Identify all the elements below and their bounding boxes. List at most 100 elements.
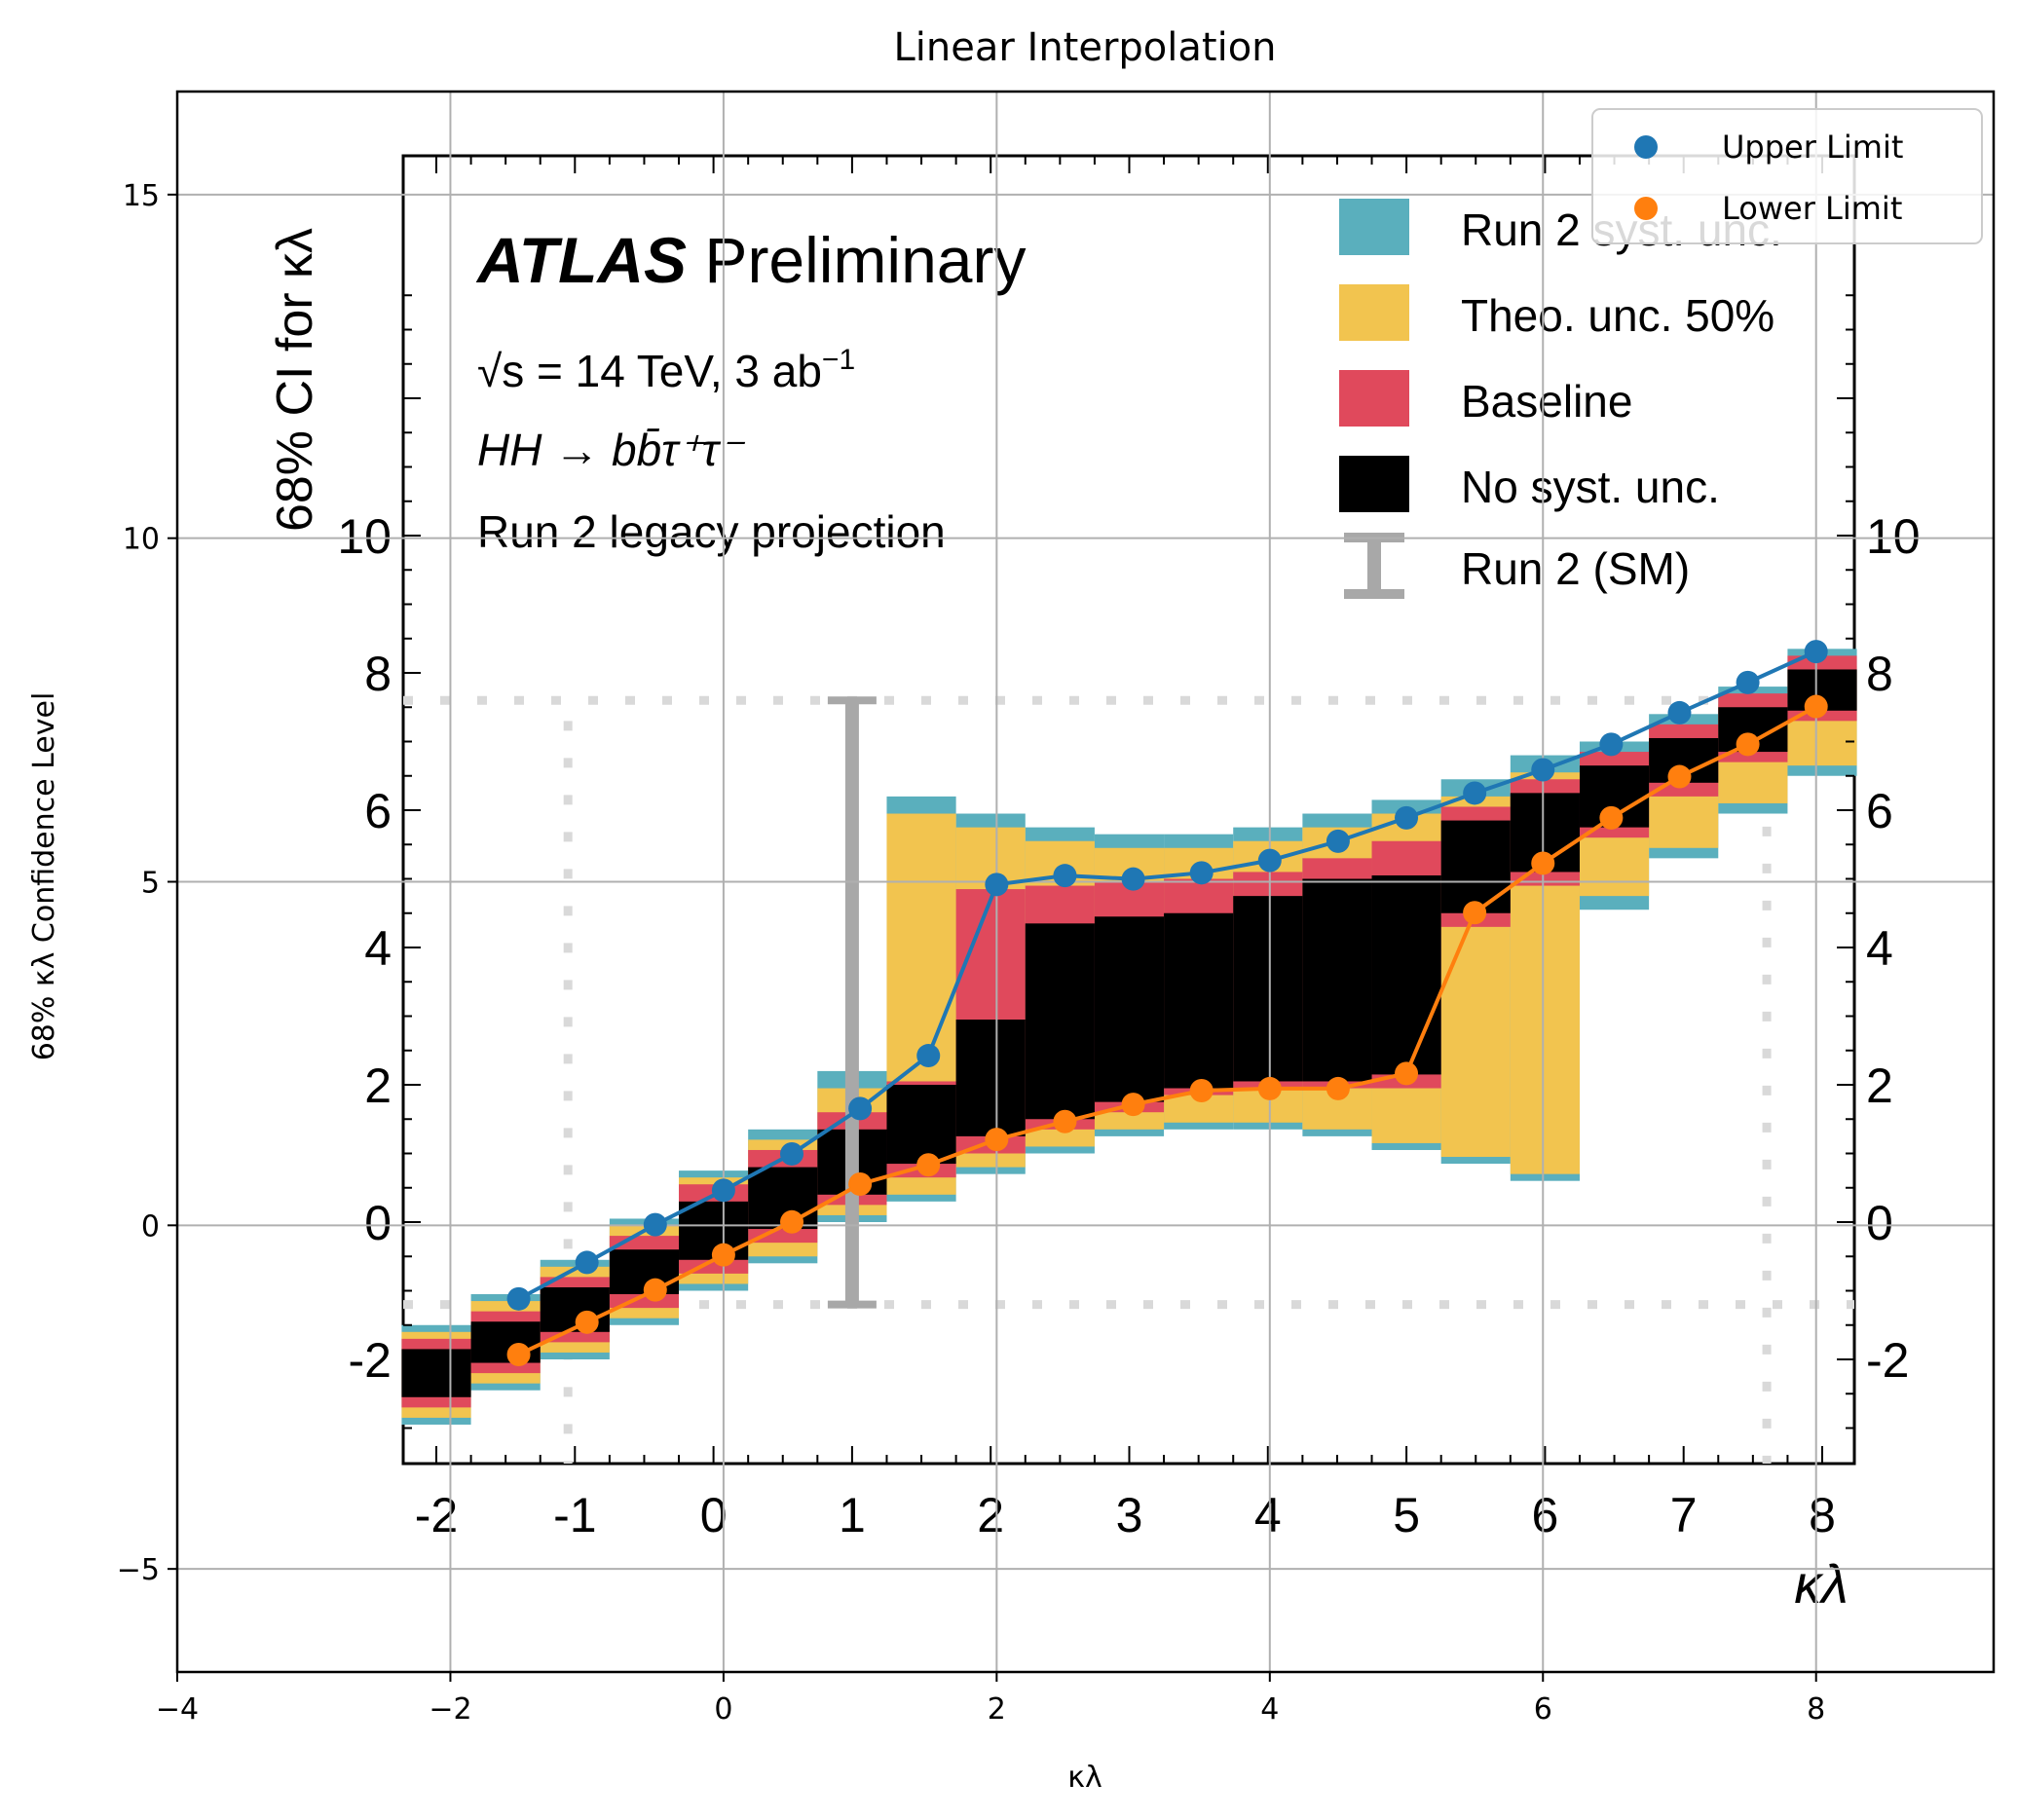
inner-y-tick-label-left: 10 [337,509,392,564]
atlas-experiment: ATLAS [475,224,704,296]
inner-y-tick-label-left: 0 [364,1196,392,1250]
inner-x-tick-label: 0 [700,1488,728,1542]
inner-figure: -2 -1 0 1 2 3 4 5 6 7 8 -2 -2 0 0 2 2 4 4 6 6 8 8 10 10 68% CI fo… [267,154,1921,1615]
y-axis-label: 68% κλ Confidence Level [27,692,61,1061]
band-no-syst [1094,916,1165,1102]
upper-limit-point [1189,861,1214,885]
x-tick-label: −4 [156,1692,199,1727]
legend: Upper Limit Lower Limit [1591,108,1983,244]
band-no-syst [1371,874,1441,1075]
x-tick-label: −2 [429,1692,471,1727]
inner-legend-label: No syst. unc. [1461,462,1720,512]
lower-limit-point [1463,901,1487,925]
y-tick-label: 15 [123,179,160,213]
upper-limit-point [848,1096,873,1121]
upper-limit-line [517,650,1817,1301]
y-tick-label: −5 [117,1553,160,1587]
upper-limit-point [1257,848,1282,873]
inner-x-tick-label: 6 [1531,1488,1558,1542]
lower-limit-point [1531,851,1555,875]
legend-box [1591,108,1983,244]
band-no-syst [955,1020,1026,1136]
inner-x-tick-label: -2 [415,1488,458,1542]
upper-limit-point [1395,805,1419,830]
inner-legend-swatch [1339,370,1409,427]
lower-limit-point [1395,1061,1419,1086]
upper-limit-point [1463,781,1487,805]
lower-limit-point [1189,1079,1214,1103]
lower-limit-point [1667,764,1692,789]
energy-text: √s = 14 TeV, 3 ab [477,346,822,396]
atlas-status: Preliminary [704,224,1026,296]
inner-x-tick-label: 1 [839,1488,866,1542]
x-tick-label: 8 [1807,1692,1825,1727]
inner-x-tick-label: 8 [1809,1488,1836,1542]
upper-limit-point [575,1250,599,1275]
lower-limit-point [1736,732,1760,757]
lower-limit-point [780,1209,804,1234]
chart-title: Linear Interpolation [893,25,1276,70]
legend-label-lower: Lower Limit [1722,190,1902,227]
band-no-syst [1233,896,1303,1082]
band-no-syst [540,1286,610,1332]
band-no-syst [1302,878,1372,1082]
series-layer [506,640,1828,1366]
x-tick-label: 2 [988,1692,1006,1727]
inner-legend-label: Theo. unc. 50% [1461,290,1774,341]
x-tick-label: 6 [1534,1692,1552,1727]
y-tick-label: 5 [141,867,160,901]
band-no-syst [1440,820,1511,913]
upper-limit-point [1326,829,1350,853]
lower-limit-point [506,1342,531,1366]
inner-x-tick-label: 4 [1254,1488,1282,1542]
y-tick-label: 0 [141,1209,160,1244]
lower-limit-point [1326,1076,1350,1100]
lower-limit-point [916,1153,941,1177]
upper-limit-point [1667,700,1692,724]
inner-legend-label: Baseline [1461,376,1632,427]
lower-limit-point [1257,1076,1282,1100]
inner-x-tick-label: 2 [977,1488,1004,1542]
inner-x-tick-label: 5 [1393,1488,1420,1542]
upper-limit-point [1531,758,1555,782]
x-tick-label: 0 [714,1692,732,1727]
upper-limit-point [780,1141,804,1166]
inner-legend-swatch [1339,199,1409,255]
upper-limit-point [1599,732,1624,757]
inner-x-tick-label: 7 [1670,1488,1698,1542]
inner-y-tick-label-right: 10 [1866,509,1921,564]
lower-limit-point [1599,805,1624,830]
inner-y-tick-label-right: 4 [1866,921,1893,976]
band-no-syst [401,1349,471,1397]
projection-label: Run 2 legacy projection [477,506,946,557]
upper-limit-point [1804,640,1828,664]
lower-limit-point [575,1310,599,1334]
atlas-label: ATLAS Preliminary [475,224,1027,296]
upper-limit-point [985,873,1009,897]
inner-y-tick-label-left: 8 [364,647,392,701]
upper-limit-point [916,1044,941,1068]
y-tick-label: 10 [123,523,160,557]
inner-y-tick-label-left: 2 [364,1059,392,1113]
process-label: HH → bb̄τ⁺τ⁻ [477,425,746,475]
inner-y-tick-label-right: -2 [1866,1333,1909,1388]
legend-marker-upper [1634,135,1658,159]
x-tick-label: 4 [1260,1692,1279,1727]
inner-y-tick-label-left: 4 [364,921,392,976]
upper-limit-point [711,1178,735,1203]
inner-x-tick-label: 3 [1116,1488,1143,1542]
upper-limit-point [1053,864,1077,888]
lower-limit-point [848,1171,873,1196]
inner-legend-swatch [1339,284,1409,341]
inner-legend-swatch [1339,456,1409,512]
lower-limit-point [643,1278,667,1302]
upper-limit-point [1736,670,1760,694]
upper-limit-point [506,1286,531,1311]
band-no-syst [1025,923,1095,1120]
inner-x-tick-label: -1 [553,1488,596,1542]
legend-marker-lower [1634,197,1658,220]
upper-limit-point [1121,867,1145,891]
lower-limit-point [985,1128,1009,1152]
